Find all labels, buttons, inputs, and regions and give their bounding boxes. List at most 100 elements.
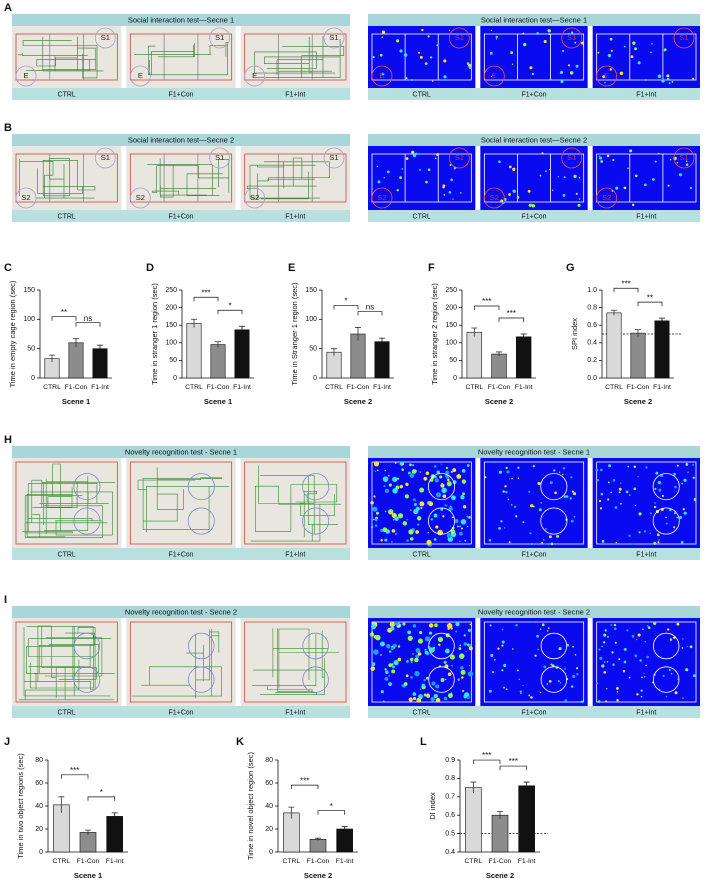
heat-spot (616, 691, 619, 693)
y-tick-label: 50 (169, 357, 177, 364)
heat-spot (377, 180, 381, 184)
heat-spot (372, 55, 375, 59)
x-tick-label: F1-Int (653, 384, 671, 391)
panel-letter: K (236, 736, 244, 748)
image-caption: F1+Int (636, 91, 656, 98)
heat-spot (618, 487, 622, 491)
heat-spot (693, 498, 697, 501)
arena-image (12, 146, 122, 210)
image-caption: CTRL (413, 551, 431, 558)
heat-spot (539, 174, 542, 177)
heat-spot (657, 152, 660, 155)
heat-spot (434, 157, 437, 160)
track-path (137, 467, 229, 533)
heat-spot (409, 463, 412, 467)
heat-spot (503, 686, 506, 689)
heat-spot (438, 643, 441, 647)
heat-spot (531, 72, 534, 76)
heat-spot (561, 49, 565, 53)
heat-spot (623, 186, 627, 190)
y-axis-label: Time in empty cage region (sec) (8, 280, 17, 387)
field (244, 621, 347, 703)
field (129, 621, 233, 703)
heat-spot (381, 30, 386, 34)
heat-spot (429, 56, 433, 59)
heat-spot (375, 634, 381, 641)
heat-spot (440, 463, 442, 465)
heat-spot (576, 673, 579, 676)
field (596, 621, 697, 703)
heat-spot (424, 648, 427, 651)
cage-label: S1 (679, 153, 688, 162)
y-tick-label: 150 (165, 322, 177, 329)
heat-spot (443, 696, 448, 701)
arena (129, 153, 233, 203)
heat-spot (384, 488, 390, 493)
heat-spot (447, 672, 452, 677)
heat-spot (506, 470, 510, 474)
heat-spot (615, 186, 619, 190)
heat-spot (545, 528, 547, 530)
cage-circle (596, 65, 618, 87)
y-tick-label: 50 (309, 346, 317, 353)
heat-spot (415, 506, 420, 511)
bar (234, 329, 250, 379)
heat-spot (511, 477, 513, 480)
heat-spot (374, 470, 377, 472)
object-zone (652, 473, 680, 501)
track-path (147, 158, 230, 198)
heat-spot (653, 541, 657, 545)
heat-spot (419, 487, 425, 493)
heat-spot (381, 72, 385, 76)
arena-image (592, 146, 700, 210)
heat-spot (644, 79, 647, 81)
heat-spot (490, 75, 493, 78)
header-title: Social interaction test—Secne 2 (128, 135, 234, 144)
heat-spot (428, 623, 434, 628)
heat-spot (557, 679, 561, 683)
heat-spot (443, 59, 447, 63)
heat-spot (547, 627, 550, 629)
heat-spot (668, 82, 671, 85)
track-path (18, 36, 104, 79)
header-banner (12, 14, 350, 26)
heat-spot (396, 39, 400, 43)
heat-spot (539, 691, 542, 694)
x-tick-label: F1-Int (233, 384, 251, 391)
y-tick-label: 20 (35, 826, 43, 833)
heat-spot (397, 513, 404, 519)
cage-circle (323, 147, 345, 169)
cage-label: S2 (490, 193, 499, 202)
x-tick-label: CTRL (605, 384, 623, 391)
heat-spot (445, 466, 449, 470)
heat-spot (669, 638, 673, 641)
image-caption: F1+Int (285, 213, 305, 220)
heat-spot (460, 495, 465, 500)
heat-spot (634, 504, 637, 507)
heat-spot (461, 469, 466, 473)
heat-spot (596, 479, 600, 482)
heat-spot (673, 526, 676, 529)
x-axis-label: Scene 1 (204, 397, 232, 406)
image-caption: F1+Int (285, 91, 305, 98)
heat-spot (600, 492, 604, 496)
significance-bracket (333, 305, 359, 310)
heat-spot (669, 508, 672, 512)
heat-spot (407, 635, 413, 641)
heat-spot (415, 654, 420, 659)
heat-spot (399, 176, 402, 179)
y-tick-label: 0 (39, 849, 43, 856)
bar (186, 323, 202, 379)
heat-spot (682, 638, 684, 640)
heat-spot (384, 668, 387, 671)
heat-spot (613, 627, 617, 631)
image-caption: F1+Con (521, 709, 546, 716)
heat-spot (460, 666, 464, 670)
y-tick-label: 0.7 (445, 794, 455, 801)
heat-spot (463, 634, 466, 637)
heat-spot (451, 516, 454, 519)
heat-spot (681, 647, 684, 649)
track-path (134, 41, 228, 76)
heat-spot (599, 507, 603, 510)
heat-spot (642, 628, 644, 631)
